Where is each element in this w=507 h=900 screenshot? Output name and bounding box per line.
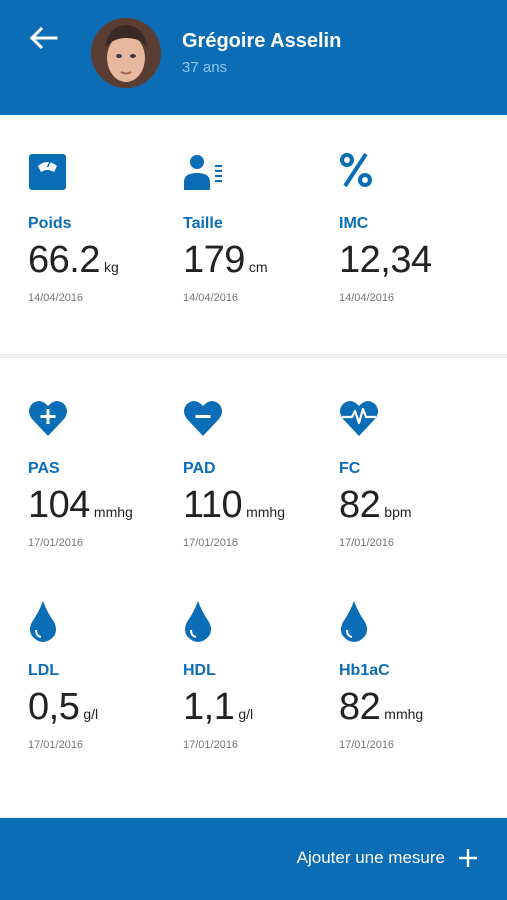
body-metrics-card: Poids 66.2 kg 14/04/2016 Taille 179 cm 14/… <box>0 115 507 354</box>
arrow-left-icon[interactable] <box>28 26 58 50</box>
metric-value: 110 <box>183 484 243 526</box>
metric-date: 17/01/2016 <box>339 739 395 751</box>
metric-value-row: 0,5 g/l <box>28 686 98 729</box>
metric-value-row: 82 mmhg <box>339 686 423 729</box>
metric-unit: bpm <box>384 504 412 520</box>
app-footer: Ajouter une mesure <box>0 818 507 900</box>
app-header: Grégoire Asselin 37 ans <box>0 0 507 115</box>
metric-date: 17/01/2016 <box>183 537 239 549</box>
avatar[interactable] <box>91 18 161 88</box>
metric-value-row: 12,34 <box>339 239 436 282</box>
metric-value-row: 179 cm <box>183 239 268 282</box>
metric-label: PAD <box>183 460 216 477</box>
metric-value: 66.2 <box>28 239 100 281</box>
metric-date: 14/04/2016 <box>339 292 395 304</box>
metric-date: 17/01/2016 <box>28 537 84 549</box>
metric-value: 0,5 <box>28 686 80 728</box>
heart-pulse-icon <box>340 400 378 436</box>
person-height-icon <box>184 155 222 190</box>
metric-value: 12,34 <box>339 239 432 281</box>
user-age: 37 ans <box>182 59 228 76</box>
metric-unit: kg <box>103 259 119 275</box>
health-metrics-card: PAS 104 mmhg 17/01/2016 PAD 110 mmhg 17/01… <box>0 358 507 817</box>
scale-icon <box>29 154 66 190</box>
metric-value-row: 104 mmhg <box>28 484 133 527</box>
metric-unit: cm <box>248 259 268 275</box>
metric-unit: g/l <box>238 706 254 722</box>
plus-icon <box>459 849 477 867</box>
metric-label: IMC <box>339 215 369 232</box>
metric-unit: g/l <box>83 706 99 722</box>
heart-plus-icon <box>29 400 67 436</box>
metric-label: Taille <box>183 215 223 232</box>
add-measure-label: Ajouter une mesure <box>296 848 445 867</box>
metric-value: 1,1 <box>183 686 235 728</box>
metric-value: 179 <box>183 239 245 281</box>
metric-label: HDL <box>183 662 216 679</box>
metric-label: Poids <box>28 215 72 232</box>
metric-date: 14/04/2016 <box>28 292 84 304</box>
metric-value: 82 <box>339 484 381 526</box>
drop-icon <box>341 601 367 642</box>
add-measure-button[interactable]: Ajouter une mesure <box>297 848 477 868</box>
heart-minus-icon <box>184 400 222 436</box>
metric-value: 104 <box>28 484 90 526</box>
metric-date: 14/04/2016 <box>183 292 239 304</box>
metric-label: LDL <box>28 662 60 679</box>
metric-value: 82 <box>339 686 381 728</box>
metric-date: 17/01/2016 <box>28 739 84 751</box>
drop-icon <box>185 601 211 642</box>
metric-label: Hb1aC <box>339 662 390 679</box>
metric-label: FC <box>339 460 361 477</box>
drop-icon <box>30 601 56 642</box>
metric-date: 17/01/2016 <box>339 537 395 549</box>
metric-value-row: 66.2 kg <box>28 239 119 282</box>
metric-value-row: 82 bpm <box>339 484 412 527</box>
metric-date: 17/01/2016 <box>183 739 239 751</box>
metric-value-row: 1,1 g/l <box>183 686 253 729</box>
user-name: Grégoire Asselin <box>182 30 342 52</box>
metric-unit: mmhg <box>384 706 424 722</box>
metric-unit: mmhg <box>246 504 285 520</box>
percent-icon <box>340 153 372 188</box>
metric-label: PAS <box>28 460 60 477</box>
metric-unit: mmhg <box>93 504 133 520</box>
metric-value-row: 110 mmhg <box>183 484 285 527</box>
